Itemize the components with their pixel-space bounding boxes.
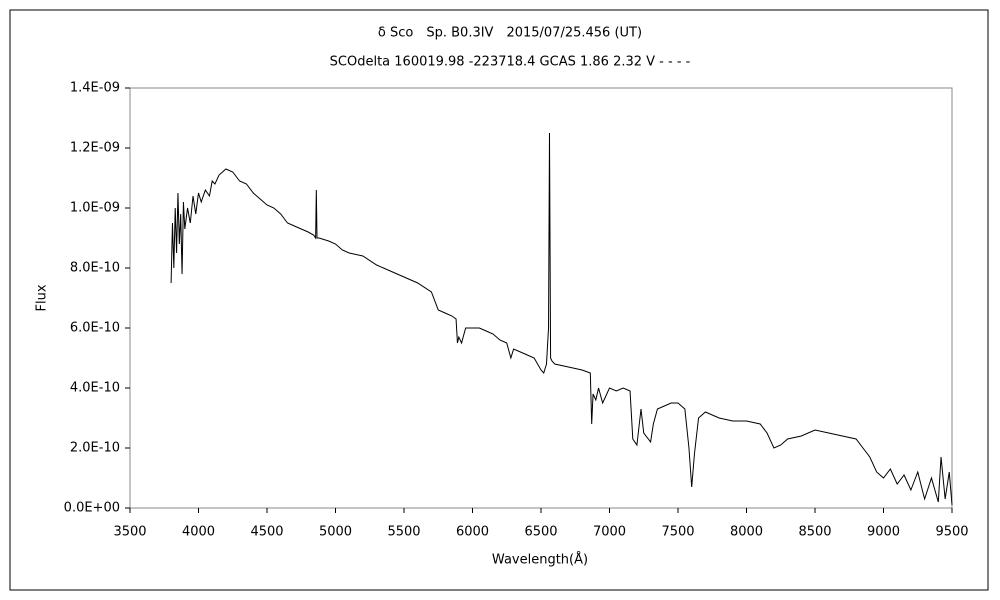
spectrum-line bbox=[170, 132, 953, 506]
y-tick-label: 4.0E-10 bbox=[70, 381, 120, 396]
y-axis-label: Flux bbox=[35, 284, 50, 311]
y-tick-label: 0.0E+00 bbox=[64, 501, 120, 516]
y-tick-label: 2.0E-10 bbox=[70, 441, 120, 456]
x-tick-label: 7500 bbox=[661, 525, 694, 540]
x-tick-label: 8000 bbox=[730, 525, 763, 540]
y-tick-label: 8.0E-10 bbox=[70, 261, 120, 276]
x-tick-label: 5000 bbox=[319, 525, 352, 540]
x-tick-label: 9000 bbox=[867, 525, 900, 540]
x-tick-label: 6500 bbox=[524, 525, 557, 540]
y-tick-label: 1.4E-09 bbox=[70, 81, 120, 96]
x-tick-label: 6000 bbox=[456, 525, 489, 540]
x-tick-label: 4500 bbox=[250, 525, 283, 540]
x-tick-label: 4000 bbox=[182, 525, 215, 540]
chart-subtitle: SCOdelta 160019.98 -223718.4 GCAS 1.86 2… bbox=[330, 55, 691, 70]
chart-title: δ Sco Sp. B0.3IV 2015/07/25.456 (UT) bbox=[378, 26, 642, 41]
y-tick-label: 1.0E-09 bbox=[70, 201, 120, 216]
x-axis-label: Wavelength(Å) bbox=[492, 552, 588, 568]
y-tick-label: 6.0E-10 bbox=[70, 321, 120, 336]
figure-border bbox=[9, 9, 989, 591]
x-tick-label: 5500 bbox=[387, 525, 420, 540]
x-tick-label: 7000 bbox=[593, 525, 626, 540]
x-tick-label: 9500 bbox=[935, 525, 968, 540]
x-tick-label: 8500 bbox=[798, 525, 831, 540]
y-tick-label: 1.2E-09 bbox=[70, 141, 120, 156]
x-tick-label: 3500 bbox=[113, 525, 146, 540]
